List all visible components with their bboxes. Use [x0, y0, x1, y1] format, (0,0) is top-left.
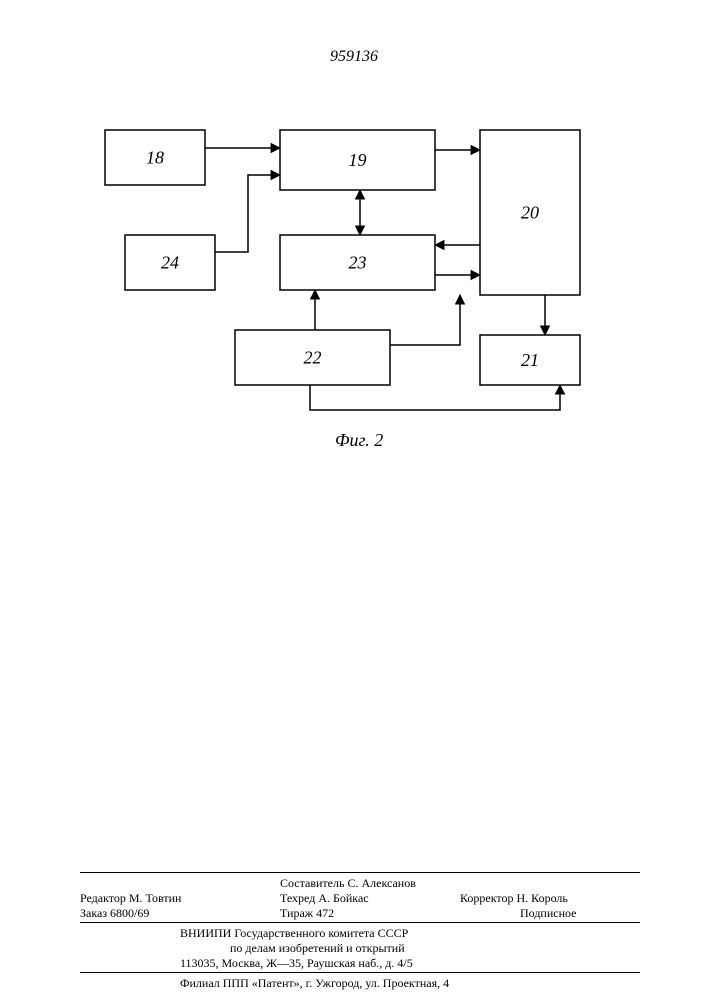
node-label-18: 18 — [146, 148, 164, 168]
block-diagram: 18 19 20 24 23 22 21 — [0, 0, 707, 500]
footer-compiler: Составитель С. Алексанов — [280, 875, 416, 891]
footer-org1: ВНИИПИ Государственного комитета СССР — [180, 925, 408, 941]
edge-22-21 — [310, 385, 560, 410]
footer-techred: Техред А. Бойкас — [280, 890, 369, 906]
footer-corrector: Корректор Н. Король — [460, 890, 568, 906]
footer-rule-mid — [80, 922, 640, 923]
edge-24-19 — [215, 175, 280, 252]
footer-editor: Редактор М. Товтин — [80, 890, 181, 906]
footer-rule-bot — [80, 972, 640, 973]
node-label-20: 20 — [521, 203, 539, 223]
node-label-24: 24 — [161, 253, 179, 273]
node-label-22: 22 — [304, 348, 322, 368]
edge-22-20 — [390, 295, 460, 345]
node-label-19: 19 — [349, 150, 367, 170]
footer-address1: 113035, Москва, Ж—35, Раушская наб., д. … — [180, 955, 413, 971]
figure-caption: Фиг. 2 — [335, 430, 383, 451]
node-label-21: 21 — [521, 350, 539, 370]
footer-org2: по делам изобретений и открытий — [230, 940, 405, 956]
footer-rule-top — [80, 872, 640, 873]
footer-order: Заказ 6800/69 — [80, 905, 149, 921]
footer-tirazh: Тираж 472 — [280, 905, 334, 921]
footer-filial: Филиал ППП «Патент», г. Ужгород, ул. Про… — [180, 975, 449, 991]
node-label-23: 23 — [349, 253, 367, 273]
footer-podpisnoe: Подписное — [520, 905, 577, 921]
